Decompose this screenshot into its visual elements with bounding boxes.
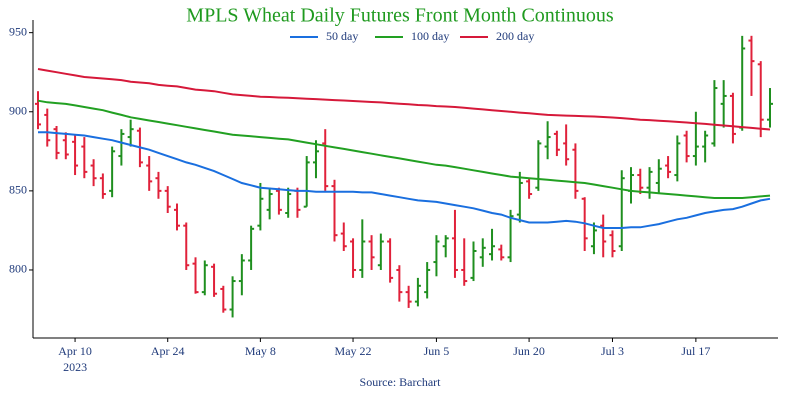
x-tick-label: Apr 24 (151, 344, 185, 358)
moving-average-line (37, 99, 771, 199)
legend-label: 200 day (496, 29, 534, 43)
y-tick-label: 850 (9, 183, 27, 197)
x-tick-label: Jun 20 (513, 344, 545, 358)
x-tick-label: Apr 10 (58, 344, 92, 358)
y-tick-label: 800 (9, 262, 27, 276)
source-note: Source: Barchart (360, 375, 442, 389)
x-tick-label: May 8 (245, 344, 276, 358)
y-tick-label: 900 (9, 104, 27, 118)
legend-label: 50 day (326, 29, 358, 43)
x-tick-label: Jun 5 (424, 344, 450, 358)
moving-average-line (38, 131, 771, 229)
x-tick-label: Jul 3 (601, 344, 624, 358)
y-tick-label: 950 (9, 24, 27, 38)
x-tick-label: Jul 17 (681, 344, 710, 358)
legend-label: 100 day (411, 29, 449, 43)
x-year-label: 2023 (63, 360, 87, 374)
x-tick-label: May 22 (335, 344, 372, 358)
chart-title: MPLS Wheat Daily Futures Front Month Con… (186, 5, 614, 27)
moving-average-line (37, 68, 771, 131)
